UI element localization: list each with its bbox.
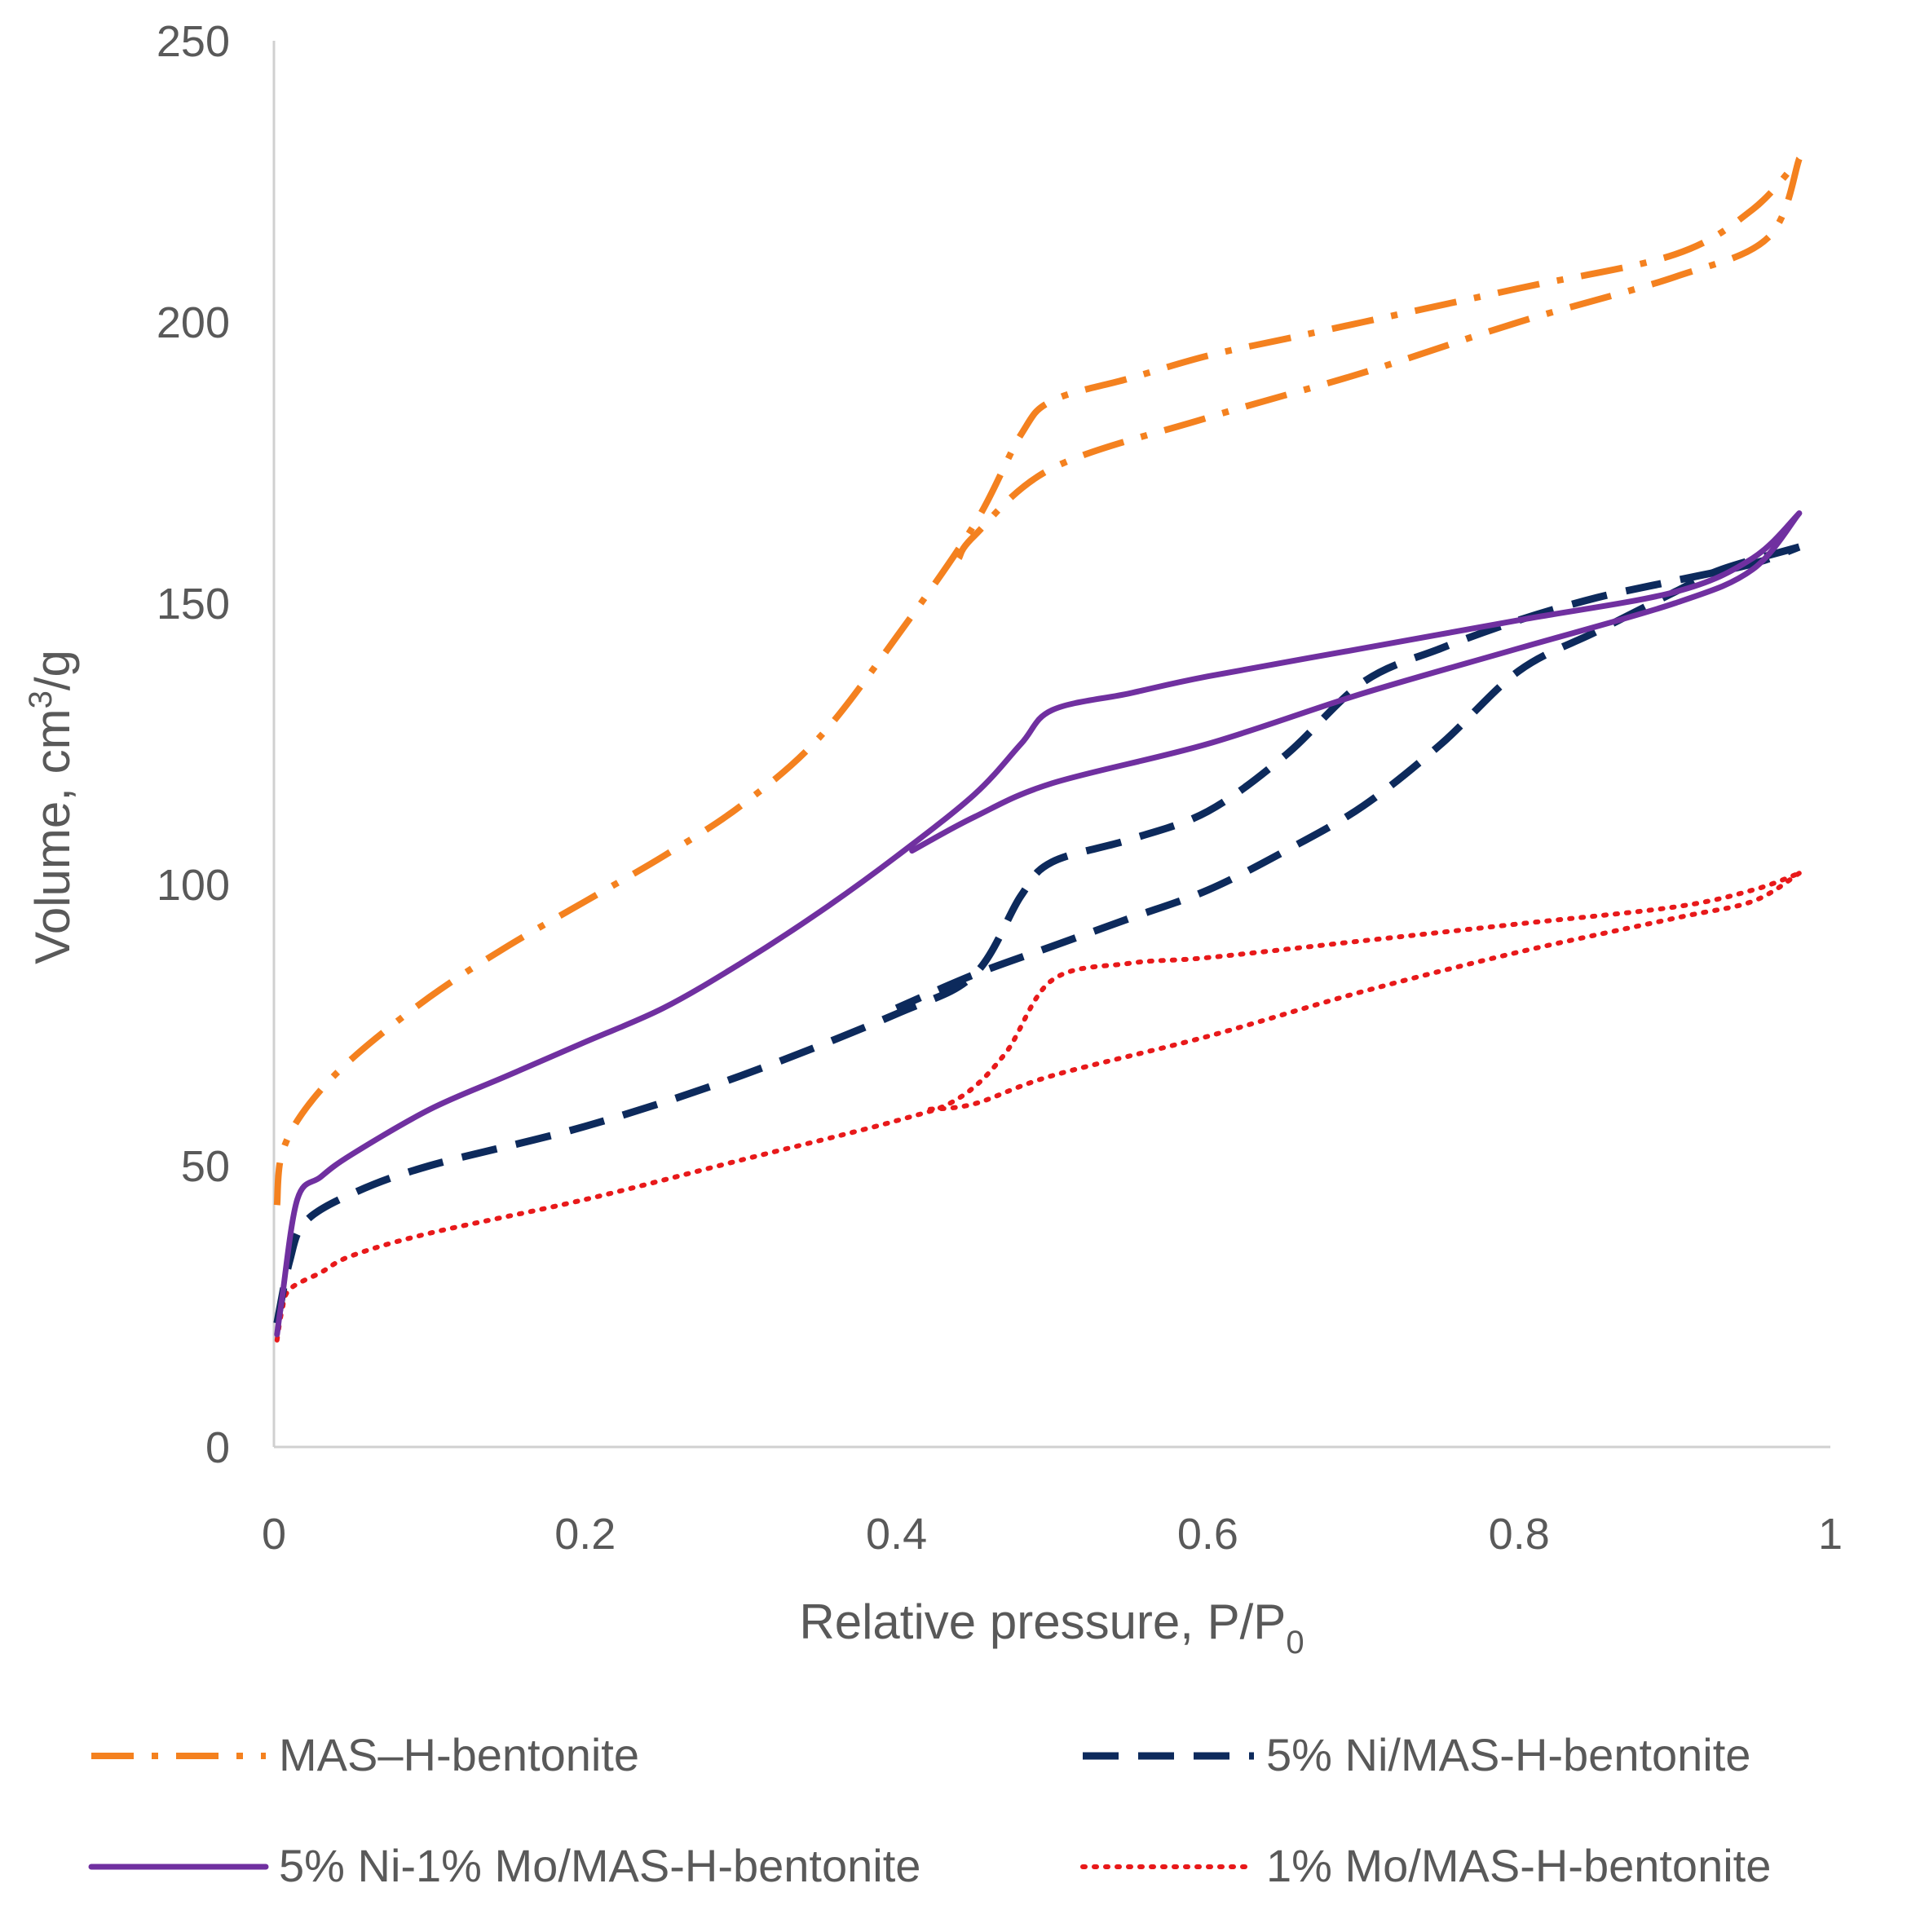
x-tick-label: 0.8 — [1489, 1510, 1550, 1559]
series-line-adsorption — [274, 871, 1802, 1343]
x-axis-title: Relative pressure, P/P0 — [799, 1595, 1304, 1661]
y-tick-label: 200 — [157, 298, 230, 347]
legend-label: 5% Ni/MAS-H-bentonite — [1266, 1729, 1750, 1780]
x-tick-label: 1 — [1818, 1510, 1843, 1559]
y-axis-title: Volume, cm3/g — [23, 650, 80, 964]
series-line-desorption — [909, 510, 1803, 854]
y-tick-label: 50 — [181, 1142, 230, 1191]
legend-label: 1% Mo/MAS-H-bentonite — [1266, 1840, 1771, 1891]
series-line-desorption — [894, 543, 1801, 1012]
legend-label: MAS–H-bentonite — [279, 1729, 639, 1780]
series-line-desorption — [956, 157, 1803, 561]
legend-label: 5% Ni-1% Mo/MAS-H-bentonite — [279, 1840, 920, 1891]
series-line-desorption — [925, 871, 1802, 1112]
y-tick-label: 0 — [205, 1423, 230, 1472]
series-line-adsorption — [274, 510, 1803, 1338]
y-tick-label: 100 — [157, 861, 230, 910]
y-tick-label: 250 — [157, 17, 230, 66]
x-tick-label: 0 — [262, 1510, 286, 1559]
legend: MAS–H-bentonite 5% Ni/MAS-H-bentonite 5% N… — [88, 1729, 1771, 1891]
series-line-adsorption — [273, 543, 1801, 1325]
series-layer — [273, 157, 1803, 1343]
x-tick-label: 0.2 — [554, 1510, 616, 1559]
series-line-adsorption — [273, 157, 1802, 1206]
y-tick-labels: 0 50 100 150 200 250 — [157, 17, 230, 1472]
x-tick-label: 0.4 — [866, 1510, 927, 1559]
x-tick-label: 0.6 — [1177, 1510, 1238, 1559]
x-tick-labels: 0 0.2 0.4 0.6 0.8 1 — [262, 1510, 1843, 1559]
y-tick-label: 150 — [157, 580, 230, 629]
